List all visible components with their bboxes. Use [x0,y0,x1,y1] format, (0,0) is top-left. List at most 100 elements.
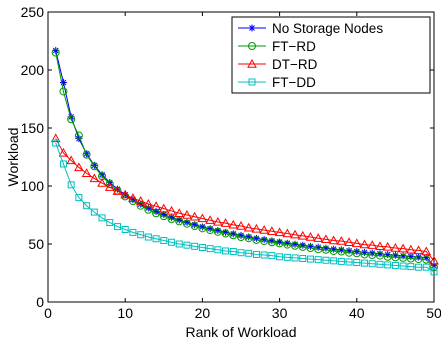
data-point [51,48,60,57]
data-point [276,253,284,261]
data-point [52,47,60,55]
data-point [322,256,330,264]
data-point [268,237,276,245]
data-point [135,196,146,205]
legend-item: FT−RD [238,39,316,54]
data-point [314,245,323,254]
data-point [299,241,307,249]
legend-box [231,16,431,94]
data-point [345,258,353,266]
data-point [67,181,75,189]
y-tick-label: 50 [28,236,44,252]
data-point [353,248,361,256]
data-point [368,251,377,260]
legend-label: DT−RD [272,57,318,72]
data-point [276,238,284,246]
data-point [245,249,253,257]
data-point [375,251,384,260]
data-point [129,196,137,204]
data-point [222,228,230,236]
data-point [228,219,239,229]
y-tick-label: 200 [21,62,45,78]
data-point [368,260,376,268]
data-point [422,255,431,264]
data-point [367,240,378,249]
data-point [291,240,299,248]
data-point [299,255,307,262]
data-point [74,162,84,172]
data-point [168,213,176,221]
data-point [375,241,385,251]
data-point [144,204,152,212]
series-layer [50,47,439,276]
data-point [174,208,185,217]
data-point [344,237,354,246]
data-point [222,247,230,255]
data-point [97,178,107,187]
data-point [229,230,237,238]
data-point [413,245,424,255]
data-point [189,211,200,221]
legend-marker [248,42,256,50]
data-point [429,255,439,265]
data-point [260,251,268,259]
data-point [229,231,238,240]
data-point [330,245,338,253]
data-point [137,231,145,239]
data-point [82,150,91,159]
data-point [120,189,131,199]
series-line [55,138,435,262]
data-point [160,237,168,245]
data-point [220,218,231,227]
legend-marker [248,78,256,86]
data-point [330,257,338,265]
series-line [55,142,435,273]
data-point [391,251,399,259]
data-point [336,236,347,245]
data-point [352,249,361,258]
data-point [353,259,361,267]
data-point [314,243,322,251]
data-point [415,253,423,261]
data-point [237,233,245,242]
legend-label: FT−DD [272,75,316,90]
data-point [382,241,393,251]
data-point [59,87,68,96]
data-point [229,248,237,256]
data-point [190,222,199,231]
data-point [206,225,214,233]
x-tick-label: 0 [44,305,52,321]
data-point [421,246,432,256]
legend-label: No Storage Nodes [272,21,383,36]
legend-marker [248,24,256,32]
data-point [151,201,161,210]
data-point [237,231,245,239]
y-axis-label: Workload [5,128,21,187]
data-point [175,216,183,224]
data-point [297,230,308,240]
data-point [144,233,152,241]
data-point [98,214,106,222]
x-axis-label: Rank of Workload [185,324,296,340]
data-point [283,253,291,261]
data-point [260,237,269,246]
data-point [160,211,168,219]
data-point [113,185,121,193]
data-point [422,263,430,271]
data-point [90,161,98,169]
legend-item: FT−DD [238,75,316,90]
data-point [391,261,399,269]
data-point [206,226,215,235]
data-point [251,223,262,233]
data-point [89,173,100,183]
data-point [106,219,114,227]
data-point [206,245,214,253]
data-point [237,249,245,257]
legend-label: FT−RD [272,39,316,54]
data-point [58,147,69,157]
data-point [168,238,176,246]
data-point [213,227,222,236]
data-point [321,234,331,244]
data-point [166,205,177,215]
